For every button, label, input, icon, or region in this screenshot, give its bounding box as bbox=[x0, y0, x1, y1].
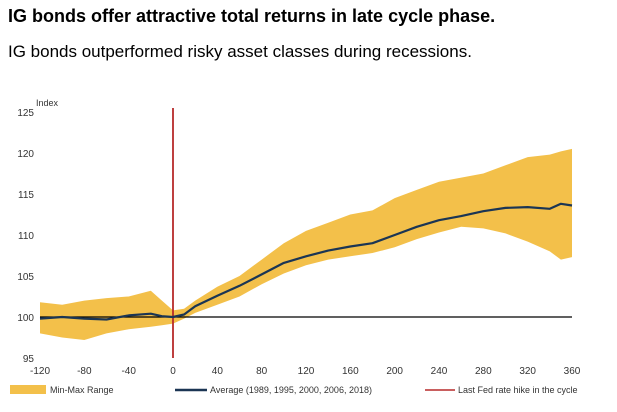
x-tick-label: -80 bbox=[77, 366, 92, 377]
legend-swatch-min-max-range bbox=[10, 385, 46, 394]
series-average bbox=[39, 202, 573, 321]
y-tick-label: 120 bbox=[17, 149, 34, 160]
x-tick-label: 160 bbox=[342, 366, 359, 377]
y-tick-label: 115 bbox=[18, 190, 34, 201]
series-min-max-range bbox=[40, 148, 572, 340]
y-tick-label: 110 bbox=[18, 231, 34, 242]
y-tick-label: 105 bbox=[17, 272, 34, 283]
chart-subtitle: IG bonds outperformed risky asset classe… bbox=[8, 42, 472, 61]
x-tick-label: -40 bbox=[121, 366, 136, 377]
chart-title: IG bonds offer attractive total returns … bbox=[8, 6, 496, 26]
y-axis-label: Index bbox=[36, 98, 59, 108]
legend-label-fed-hike: Last Fed rate hike in the cycle bbox=[458, 385, 578, 395]
x-tick-label: 280 bbox=[475, 366, 492, 377]
legend-label-min-max-range: Min-Max Range bbox=[50, 385, 114, 395]
x-tick-label: -120 bbox=[30, 366, 50, 377]
legend-label-average: Average (1989, 1995, 2000, 2006, 2018) bbox=[210, 385, 372, 395]
x-tick-label: 360 bbox=[564, 366, 581, 377]
y-tick-label: 95 bbox=[23, 354, 35, 365]
x-tick-label: 0 bbox=[170, 366, 176, 377]
x-tick-label: 120 bbox=[298, 366, 315, 377]
x-tick-label: 200 bbox=[386, 366, 403, 377]
x-tick-label: 80 bbox=[256, 366, 268, 377]
x-tick-label: 320 bbox=[519, 366, 536, 377]
x-tick-label: 240 bbox=[431, 366, 448, 377]
y-tick-label: 125 bbox=[17, 108, 34, 119]
x-tick-label: 40 bbox=[212, 366, 224, 377]
y-tick-label: 100 bbox=[17, 313, 34, 324]
